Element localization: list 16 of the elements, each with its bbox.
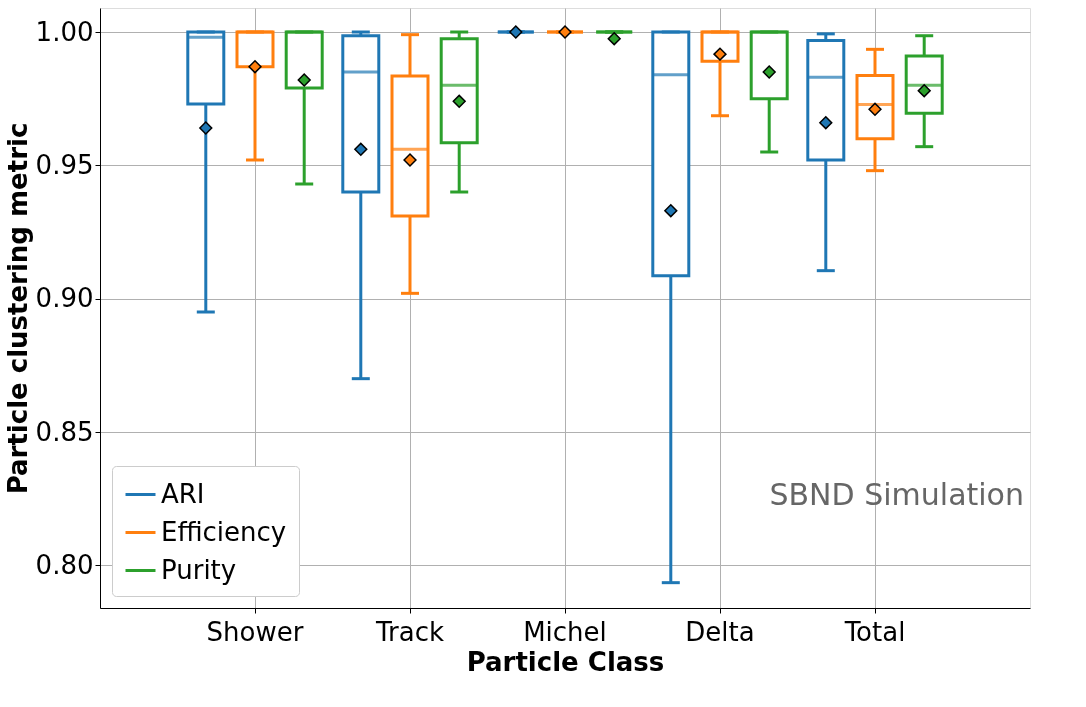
y-tick-label: 0.95 (35, 149, 94, 180)
legend-label: Purity (161, 554, 237, 585)
x-tick-label: Shower (206, 616, 304, 647)
legend-label: Efficiency (161, 516, 287, 547)
y-tick-label: 1.00 (35, 16, 94, 47)
x-tick-label: Michel (523, 616, 607, 647)
x-axis-title: Particle Class (466, 646, 665, 677)
y-axis-title: Particle clustering metric (2, 122, 33, 495)
annotation: SBND Simulation (769, 477, 1024, 512)
y-tick-label: 0.85 (35, 416, 94, 447)
y-tick-label: 0.90 (35, 283, 94, 314)
y-tick-label: 0.80 (35, 549, 94, 580)
x-tick-label: Track (374, 616, 445, 647)
x-tick-label: Delta (685, 616, 755, 647)
legend-label: ARI (161, 478, 205, 509)
x-tick-label: Total (843, 616, 906, 647)
